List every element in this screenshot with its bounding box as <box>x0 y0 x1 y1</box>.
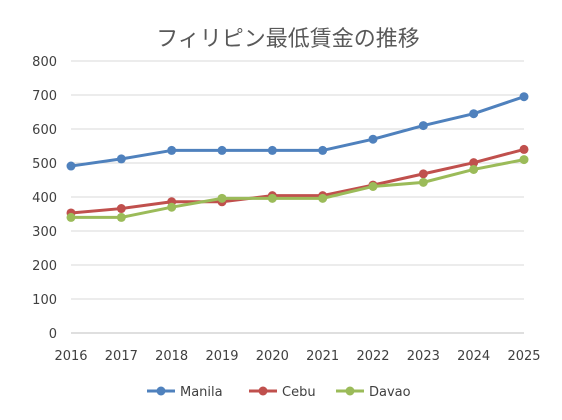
data-point-cebu <box>519 144 529 154</box>
x-tick-label: 2018 <box>155 349 188 364</box>
x-tick-label: 2021 <box>306 349 339 364</box>
legend-swatch-marker-manila <box>156 386 166 396</box>
data-point-davao <box>368 181 378 191</box>
x-tick-label: 2017 <box>105 349 138 364</box>
y-tick-label: 0 <box>49 327 57 342</box>
data-point-manila <box>116 154 126 164</box>
y-tick-label: 400 <box>32 191 57 206</box>
y-tick-label: 100 <box>32 293 57 308</box>
data-point-cebu <box>418 169 428 179</box>
data-point-davao <box>267 193 277 203</box>
data-point-manila <box>418 121 428 131</box>
series-line-davao <box>69 158 526 219</box>
data-point-manila <box>318 145 328 155</box>
legend-swatch-marker-cebu <box>258 386 268 396</box>
series-line-cebu <box>69 147 526 215</box>
legend-label-davao: Davao <box>369 385 411 400</box>
axes: 0 100 200 300 400 500 600 700 800 2016 2017 2018 201… <box>32 55 540 364</box>
data-point-manila <box>519 92 529 102</box>
x-tick-label: 2022 <box>356 349 389 364</box>
data-point-manila <box>267 145 277 155</box>
x-tick-label: 2025 <box>507 349 540 364</box>
data-point-davao <box>217 193 227 203</box>
y-tick-label: 700 <box>32 89 57 104</box>
x-tick-label: 2020 <box>256 349 289 364</box>
series-lines <box>66 92 529 222</box>
legend-swatch-marker-davao <box>345 386 355 396</box>
data-point-davao <box>418 177 428 187</box>
x-tick-label: 2024 <box>457 349 490 364</box>
data-point-davao <box>469 164 479 174</box>
data-point-cebu <box>116 204 126 214</box>
legend-label-cebu: Cebu <box>282 385 316 400</box>
chart-title: フィリピン最低賃金の推移 <box>156 27 420 52</box>
legend: Manila Cebu Davao <box>147 385 411 400</box>
data-point-davao <box>116 212 126 222</box>
data-point-manila <box>469 109 479 119</box>
data-point-cebu <box>469 158 479 168</box>
x-tick-label: 2016 <box>54 349 87 364</box>
y-tick-label: 800 <box>32 55 57 70</box>
x-tick-label: 2023 <box>407 349 440 364</box>
data-point-davao <box>519 155 529 165</box>
data-point-manila <box>167 145 177 155</box>
series-line-manila <box>69 95 526 168</box>
y-tick-label: 600 <box>32 123 57 138</box>
data-point-manila <box>217 145 227 155</box>
data-point-manila <box>368 134 378 144</box>
y-tick-label: 200 <box>32 259 57 274</box>
data-point-davao <box>318 193 328 203</box>
data-point-davao <box>66 212 76 222</box>
data-point-davao <box>167 202 177 212</box>
data-point-manila <box>66 161 76 171</box>
legend-label-manila: Manila <box>180 385 223 400</box>
x-tick-label: 2019 <box>205 349 238 364</box>
y-tick-label: 300 <box>32 225 57 240</box>
y-tick-label: 500 <box>32 157 57 172</box>
